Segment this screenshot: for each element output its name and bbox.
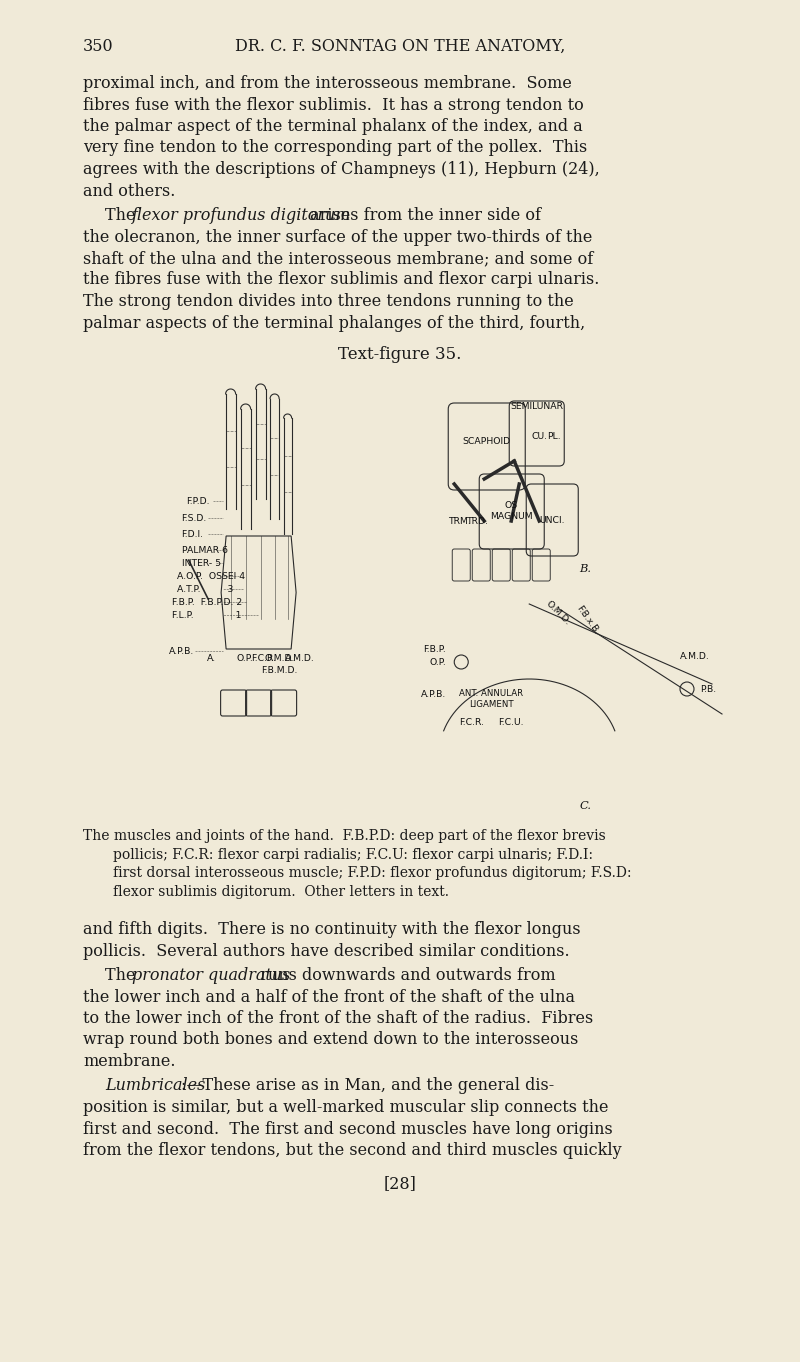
Text: pollicis.  Several authors have described similar conditions.: pollicis. Several authors have described… [83, 943, 570, 959]
Text: F.L.P.              1: F.L.P. 1 [172, 610, 241, 620]
Text: F.B.P.: F.B.P. [423, 644, 446, 654]
Text: F.B.P.  F.B.P.D. 2: F.B.P. F.B.P.D. 2 [172, 598, 242, 606]
Text: pronator quadratus: pronator quadratus [132, 967, 290, 983]
Text: PALMAR 6: PALMAR 6 [182, 546, 228, 554]
Text: from the flexor tendons, but the second and third muscles quickly: from the flexor tendons, but the second … [83, 1141, 622, 1159]
Text: the olecranon, the inner surface of the upper two-thirds of the: the olecranon, the inner surface of the … [83, 229, 592, 245]
Text: A.P.B.: A.P.B. [169, 647, 194, 655]
Text: O.P.: O.P. [236, 654, 253, 663]
Text: O.P.: O.P. [430, 658, 446, 666]
Text: and others.: and others. [83, 183, 175, 199]
Text: membrane.: membrane. [83, 1053, 175, 1071]
Text: F.P.D.: F.P.D. [186, 497, 210, 505]
Text: and fifth digits.  There is no continuity with the flexor longus: and fifth digits. There is no continuity… [83, 921, 581, 938]
Text: fibres fuse with the flexor sublimis.  It has a strong tendon to: fibres fuse with the flexor sublimis. It… [83, 97, 584, 113]
Text: ANT. ANNULAR
LIGAMENT: ANT. ANNULAR LIGAMENT [459, 689, 523, 710]
Text: F.C.R.: F.C.R. [459, 718, 484, 726]
Text: to the lower inch of the front of the shaft of the radius.  Fibres: to the lower inch of the front of the sh… [83, 1011, 594, 1027]
Text: B.: B. [580, 564, 592, 573]
Text: flexor profundus digitorum: flexor profundus digitorum [132, 207, 351, 223]
Text: first dorsal interosseous muscle; F.P.D: flexor profundus digitorum; F.S.D:: first dorsal interosseous muscle; F.P.D:… [113, 866, 631, 880]
Text: DR. C. F. SONNTAG ON THE ANATOMY,: DR. C. F. SONNTAG ON THE ANATOMY, [235, 38, 565, 54]
Text: P.B.: P.B. [700, 685, 716, 693]
Text: F.D.I.: F.D.I. [182, 530, 204, 538]
Text: proximal inch, and from the interosseous membrane.  Some: proximal inch, and from the interosseous… [83, 75, 572, 93]
Text: pollicis; F.C.R: flexor carpi radialis; F.C.U: flexor carpi ulnaris; F.D.I:: pollicis; F.C.R: flexor carpi radialis; … [113, 847, 593, 862]
Text: TRM.: TRM. [448, 516, 470, 526]
Text: INTER- 5: INTER- 5 [182, 558, 221, 568]
Text: A.P.B.: A.P.B. [421, 689, 446, 699]
Text: A.O.P.  OSSEI 4: A.O.P. OSSEI 4 [177, 572, 245, 580]
Text: The: The [105, 207, 141, 223]
Text: UNCI.: UNCI. [539, 515, 565, 524]
Text: agrees with the descriptions of Champneys (11), Hepburn (24),: agrees with the descriptions of Champney… [83, 161, 600, 178]
Text: SCAPHOID: SCAPHOID [462, 436, 510, 445]
Text: TRD.: TRD. [466, 516, 488, 526]
Text: F.C.R.: F.C.R. [251, 654, 276, 663]
Text: the fibres fuse with the flexor sublimis and flexor carpi ulnaris.: the fibres fuse with the flexor sublimis… [83, 271, 599, 289]
Text: A.T.P.         3: A.T.P. 3 [177, 584, 233, 594]
Text: shaft of the ulna and the interosseous membrane; and some of: shaft of the ulna and the interosseous m… [83, 251, 594, 267]
Text: F.S.D.: F.S.D. [182, 513, 207, 523]
FancyBboxPatch shape [73, 375, 727, 824]
Text: F.C.U.: F.C.U. [498, 718, 524, 726]
Text: :—These arise as in Man, and the general dis-: :—These arise as in Man, and the general… [181, 1077, 554, 1095]
Text: very fine tendon to the corresponding part of the pollex.  This: very fine tendon to the corresponding pa… [83, 139, 587, 157]
Text: C.: C. [580, 801, 592, 810]
Text: The: The [105, 967, 141, 983]
Text: F.B.M.D.: F.B.M.D. [262, 666, 298, 676]
Text: F.B.x.B.: F.B.x.B. [574, 603, 601, 636]
Text: PL.: PL. [547, 432, 561, 440]
Text: SEMILUNAR: SEMILUNAR [510, 402, 564, 410]
Text: the palmar aspect of the terminal phalanx of the index, and a: the palmar aspect of the terminal phalan… [83, 118, 582, 135]
Text: 350: 350 [83, 38, 114, 54]
Text: OS
MAGNUM: OS MAGNUM [490, 501, 533, 520]
Text: [28]: [28] [383, 1175, 417, 1193]
Text: Lumbricales: Lumbricales [105, 1077, 206, 1095]
Text: the lower inch and a half of the front of the shaft of the ulna: the lower inch and a half of the front o… [83, 989, 575, 1005]
Text: runs downwards and outwards from: runs downwards and outwards from [255, 967, 556, 983]
Text: wrap round both bones and extend down to the interosseous: wrap round both bones and extend down to… [83, 1031, 578, 1049]
Text: Text-figure 35.: Text-figure 35. [338, 346, 462, 364]
Text: first and second.  The first and second muscles have long origins: first and second. The first and second m… [83, 1121, 613, 1137]
Text: palmar aspects of the terminal phalanges of the third, fourth,: palmar aspects of the terminal phalanges… [83, 315, 586, 331]
Text: The strong tendon divides into three tendons running to the: The strong tendon divides into three ten… [83, 293, 574, 311]
Text: position is similar, but a well-marked muscular slip connects the: position is similar, but a well-marked m… [83, 1099, 609, 1115]
Text: The muscles and joints of the hand.  F.B.P.D: deep part of the flexor brevis: The muscles and joints of the hand. F.B.… [83, 829, 606, 843]
Text: O.M.D.: O.M.D. [544, 599, 572, 627]
Text: A.: A. [206, 654, 216, 663]
Text: O.M.D.: O.M.D. [265, 654, 295, 663]
Text: A.M.D.: A.M.D. [285, 654, 314, 663]
Text: arises from the inner side of: arises from the inner side of [305, 207, 541, 223]
Text: CU.: CU. [531, 432, 547, 440]
Text: flexor sublimis digitorum.  Other letters in text.: flexor sublimis digitorum. Other letters… [113, 884, 449, 899]
Text: A.M.D.: A.M.D. [680, 651, 710, 661]
